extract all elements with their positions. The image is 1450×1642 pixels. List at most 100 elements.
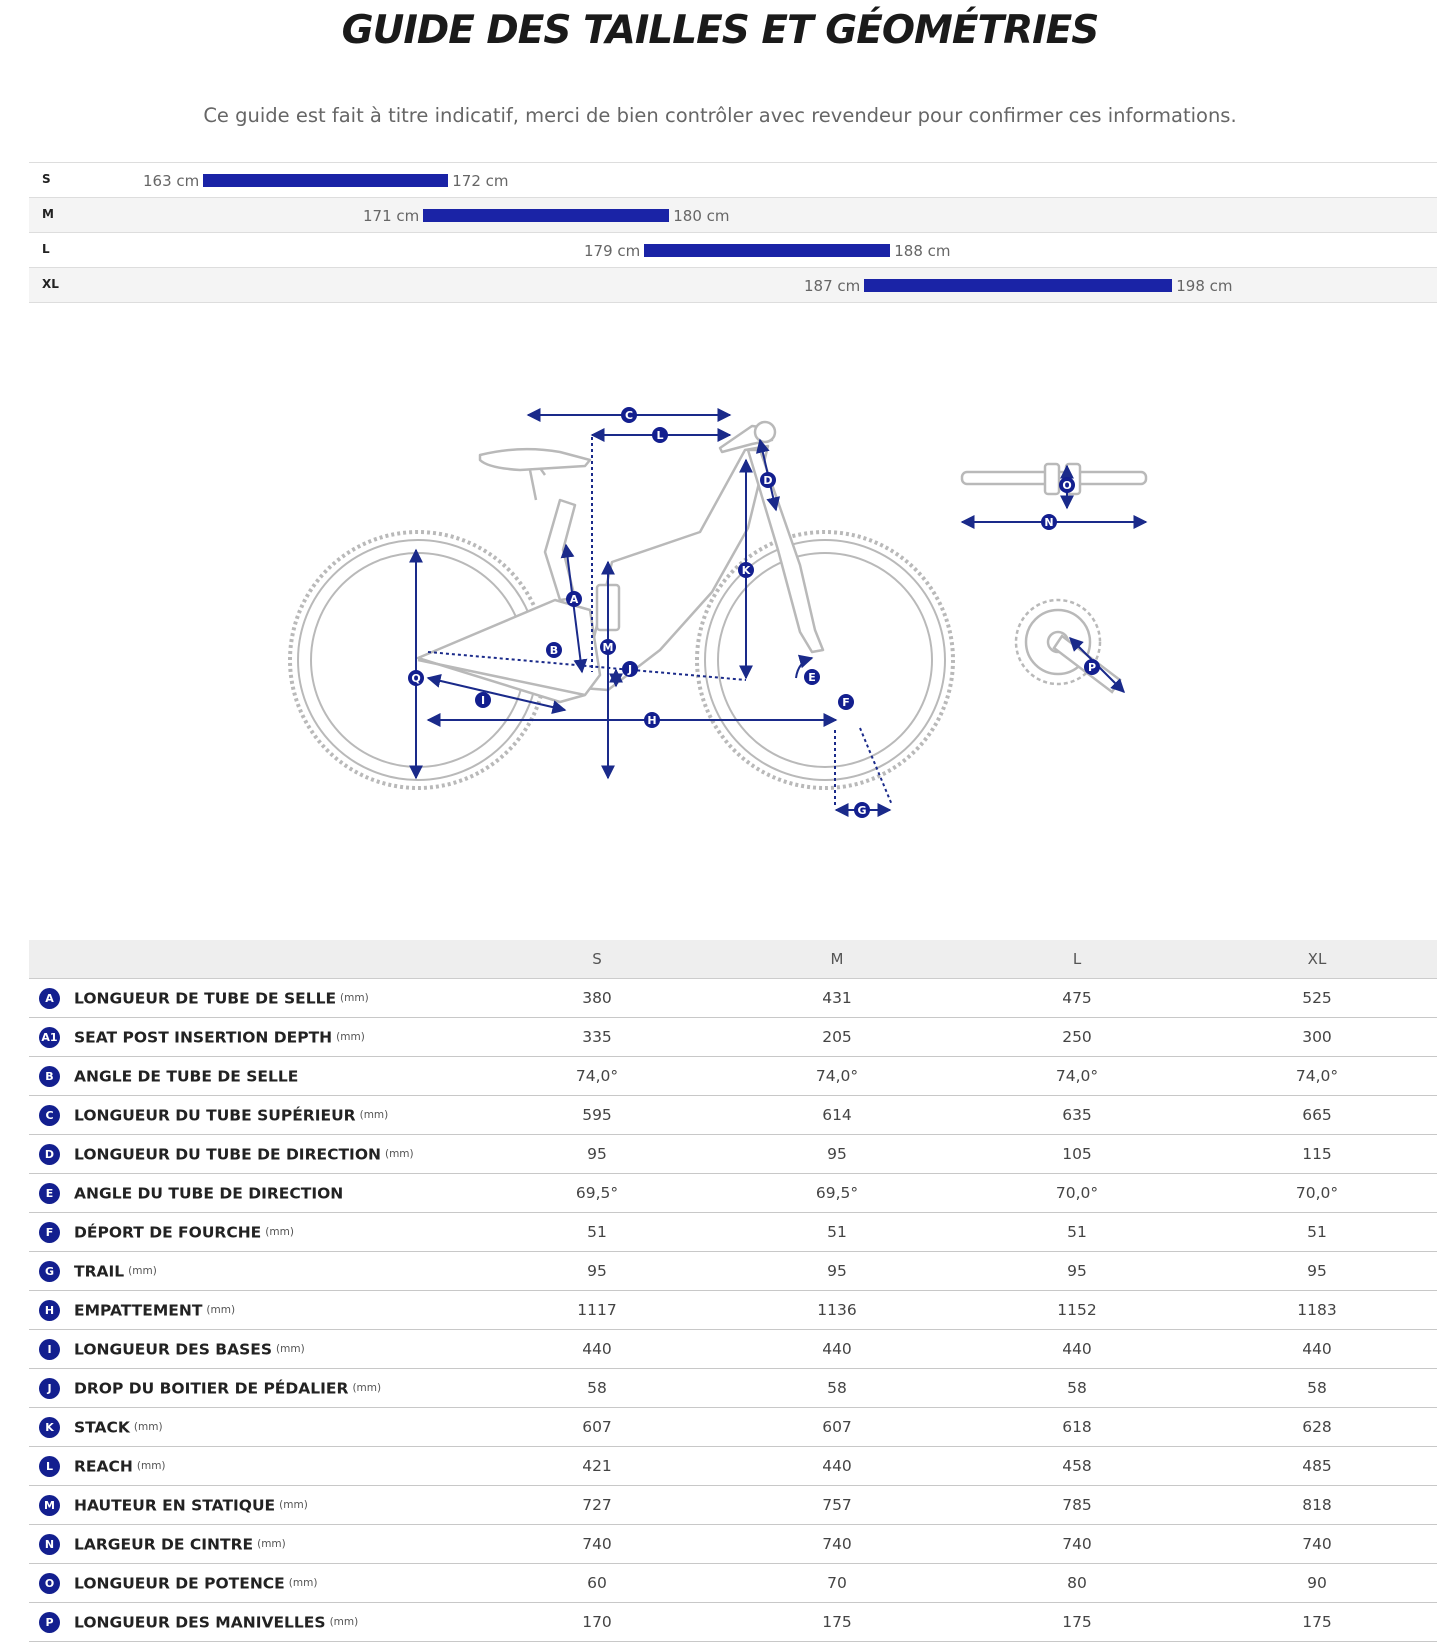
table-row: M HAUTEUR EN STATIQUE (mm) 727 757 785 818 [29, 1485, 1437, 1525]
value-cell: 115 [1197, 1134, 1437, 1174]
parameter-code-badge: G [39, 1260, 60, 1282]
parameter-name: LONGUEUR DU TUBE SUPÉRIEUR [74, 1106, 356, 1124]
table-row: L REACH (mm) 421 440 458 485 [29, 1446, 1437, 1486]
parameter-unit: (mm) [359, 1109, 389, 1121]
table-row: G TRAIL (mm) 95 95 95 95 [29, 1251, 1437, 1291]
parameter-code-badge: A1 [39, 1026, 60, 1048]
range-max: 198 cm [1176, 276, 1233, 295]
parameter-name: STACK [74, 1418, 130, 1436]
svg-text:E: E [808, 671, 816, 684]
parameter-code-badge: B [39, 1065, 60, 1087]
size-label: M [42, 207, 54, 221]
value-cell: 74,0° [717, 1056, 957, 1096]
range-min: 171 cm [363, 206, 420, 225]
value-cell: 250 [957, 1017, 1197, 1057]
parameter-unit: (mm) [352, 1382, 382, 1394]
svg-text:Q: Q [411, 672, 420, 685]
table-row: F DÉPORT DE FOURCHE (mm) 51 51 51 51 [29, 1212, 1437, 1252]
value-cell: 440 [477, 1329, 717, 1369]
parameter-unit: (mm) [288, 1577, 318, 1589]
svg-text:D: D [763, 474, 772, 487]
value-cell: 607 [477, 1407, 717, 1447]
value-cell: 458 [957, 1446, 1197, 1486]
parameter-cell: L REACH (mm) [29, 1446, 477, 1486]
value-cell: 70,0° [1197, 1173, 1437, 1213]
size-range-row-l: L 179 cm 188 cm [29, 233, 1437, 268]
parameter-code-badge: J [39, 1377, 60, 1399]
value-cell: 95 [717, 1134, 957, 1174]
svg-text:C: C [625, 409, 633, 422]
size-range-row-s: S 163 cm 172 cm [29, 163, 1437, 198]
svg-text:F: F [842, 696, 850, 709]
parameter-code-badge: A [39, 987, 60, 1009]
value-cell: 595 [477, 1095, 717, 1135]
range-min: 163 cm [143, 171, 200, 190]
svg-text:J: J [627, 663, 632, 676]
value-cell: 727 [477, 1485, 717, 1525]
parameter-cell: B ANGLE DE TUBE DE SELLE [29, 1056, 477, 1096]
value-cell: 628 [1197, 1407, 1437, 1447]
value-cell: 95 [477, 1134, 717, 1174]
value-cell: 757 [717, 1485, 957, 1525]
rider-height-chart: S 163 cm 172 cm M 171 cm 180 cm L 179 cm… [29, 162, 1437, 303]
value-cell: 95 [1197, 1251, 1437, 1291]
value-cell: 60 [477, 1563, 717, 1603]
parameter-name: LONGUEUR DES MANIVELLES [74, 1613, 326, 1631]
parameter-code-badge: M [39, 1494, 60, 1516]
table-header-row: S M L XL [29, 940, 1437, 979]
value-cell: 618 [957, 1407, 1197, 1447]
geometry-table: S M L XL A LONGUEUR DE TUBE DE SELLE (mm) 3… [29, 940, 1437, 1642]
header-size-m: M [717, 940, 957, 979]
range-max: 188 cm [894, 241, 951, 260]
value-cell: 95 [477, 1251, 717, 1291]
range-bar [203, 174, 449, 187]
table-row: K STACK (mm) 607 607 618 628 [29, 1407, 1437, 1447]
parameter-unit: (mm) [257, 1538, 286, 1550]
size-label: XL [42, 277, 59, 291]
table-row: O LONGUEUR DE POTENCE (mm) 60 70 80 90 [29, 1563, 1437, 1603]
value-cell: 740 [1197, 1524, 1437, 1564]
parameter-cell: C LONGUEUR DU TUBE SUPÉRIEUR (mm) [29, 1095, 477, 1135]
value-cell: 440 [717, 1446, 957, 1486]
table-row: B ANGLE DE TUBE DE SELLE 74,0° 74,0° 74,0° 74… [29, 1056, 1437, 1096]
front-wheel [695, 530, 955, 790]
diagram-badge-e: E [804, 669, 820, 685]
diagram-badge-a: A [566, 591, 582, 607]
value-cell: 614 [717, 1095, 957, 1135]
parameter-code-badge: H [39, 1299, 60, 1321]
parameter-cell: F DÉPORT DE FOURCHE (mm) [29, 1212, 477, 1252]
parameter-code-badge: C [39, 1104, 60, 1126]
value-cell: 740 [957, 1524, 1197, 1564]
parameter-unit: (mm) [384, 1148, 414, 1160]
parameter-unit: (mm) [329, 1616, 359, 1628]
table-row: A1 SEAT POST INSERTION DEPTH (mm) 335 205 250… [29, 1017, 1437, 1057]
value-cell: 740 [717, 1524, 957, 1564]
page-title: GUIDE DES TAILLES ET GÉOMÉTRIES [341, 8, 1100, 53]
table-row: A LONGUEUR DE TUBE DE SELLE (mm) 380 431 475 5… [29, 978, 1437, 1018]
header-size-l: L [957, 940, 1197, 979]
header-parameter [29, 940, 477, 979]
value-cell: 818 [1197, 1485, 1437, 1525]
parameter-unit: (mm) [276, 1343, 305, 1355]
value-cell: 440 [1197, 1329, 1437, 1369]
value-cell: 1136 [717, 1290, 957, 1330]
bike-frame [416, 420, 825, 704]
range-min: 187 cm [804, 276, 861, 295]
parameter-name: DROP DU BOITIER DE PÉDALIER [74, 1379, 349, 1397]
value-cell: 69,5° [477, 1173, 717, 1213]
bike-geometry-diagram: C L D K A M B J Q I H E F G O N P [288, 407, 1148, 818]
value-cell: 485 [1197, 1446, 1437, 1486]
size-label: L [42, 242, 50, 256]
parameter-code-badge: P [39, 1611, 60, 1633]
value-cell: 785 [957, 1485, 1197, 1525]
table-row: C LONGUEUR DU TUBE SUPÉRIEUR (mm) 595 614 635… [29, 1095, 1437, 1135]
value-cell: 51 [1197, 1212, 1437, 1252]
diagram-badge-g: G [854, 802, 870, 818]
diagram-badge-b: B [546, 642, 562, 658]
parameter-unit: (mm) [133, 1421, 163, 1433]
svg-text:L: L [656, 429, 663, 442]
parameter-unit: (mm) [340, 992, 369, 1004]
parameter-name: LONGUEUR DES BASES [74, 1340, 273, 1358]
value-cell: 58 [477, 1368, 717, 1408]
value-cell: 51 [717, 1212, 957, 1252]
